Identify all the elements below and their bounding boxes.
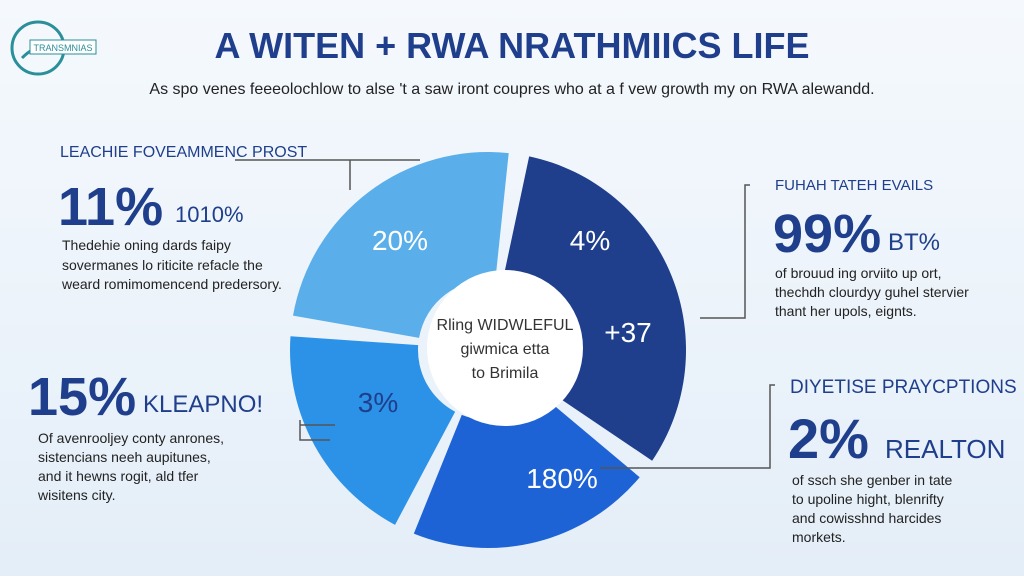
donut-segment	[290, 336, 456, 525]
callout-note: 1010%	[175, 202, 244, 227]
segment-label: +37	[604, 317, 652, 348]
donut-segment	[413, 394, 640, 548]
segment-label: 20%	[372, 225, 428, 256]
callout-heading: DIYETISE PRAYCPTIONS	[790, 377, 1017, 398]
callout-body: morkets.	[792, 529, 846, 545]
callout-stat: 99%	[773, 204, 881, 264]
logo: TRANSMNIAS	[10, 20, 97, 76]
callout-stat: 15%	[28, 367, 136, 427]
callout-body: of brouud ing orviito up ort,	[775, 265, 942, 281]
center-text: giwmica etta	[461, 341, 550, 358]
callout-heading: LEACHIE FOVEAMMENC PROST	[60, 144, 307, 161]
callout-body: Thedehie oning dards faipy	[62, 237, 231, 253]
callout-body: thant her upols, eignts.	[775, 303, 917, 319]
logo-text: TRANSMNIAS	[33, 43, 92, 53]
donut-segment	[502, 156, 686, 461]
callout-body: of ssch she genber in tate	[792, 472, 953, 488]
callout-body: thechdh clourdyy guhel stervier	[775, 284, 969, 300]
callout: 15% KLEAPNO! Of avenrooljey conty anrone…	[28, 367, 263, 503]
callout-body: wisitens city.	[37, 487, 116, 503]
callout-note: BT%	[888, 229, 940, 256]
subtitle: As spo venes feeeolochlow to alse 't a s…	[149, 81, 874, 98]
callout-body: sovermanes lo riticite refacle the	[62, 257, 263, 273]
center-circle	[427, 270, 583, 426]
callout-body: Of avenrooljey conty anrones,	[38, 430, 224, 446]
segment-label: 3%	[358, 387, 398, 418]
callout-note: REALTON	[885, 434, 1005, 464]
callout-stat: 11%	[58, 177, 163, 237]
callout-body: to upoline hight, blenrifty	[792, 491, 944, 507]
segment-label: 180%	[526, 463, 598, 494]
segment-label: 4%	[570, 225, 610, 256]
callout: FUHAH TATEH EVAILS 99% BT% of brouud ing…	[773, 177, 969, 319]
donut-segment	[293, 152, 509, 338]
callout-body: weard romimomencend predersory.	[61, 276, 282, 292]
callout-body: and cowisshnd harcides	[792, 510, 941, 526]
callout-stat: 2%	[788, 407, 869, 470]
callout: DIYETISE PRAYCPTIONS 2% REALTON of ssch …	[788, 377, 1017, 545]
callout-body: sistencians neeh aupitunes,	[38, 449, 211, 465]
connectors	[235, 159, 775, 469]
callout-note: KLEAPNO!	[143, 391, 263, 418]
donut	[290, 152, 686, 548]
title: A WITEN + RWA NRATHMIICS LIFE	[215, 25, 810, 66]
callout-body: and it hewns rogit, ald tfer	[38, 468, 199, 484]
center-text: to Brimila	[472, 365, 539, 382]
callout-heading: FUHAH TATEH EVAILS	[775, 177, 933, 194]
center-text: Rling WIDWLEFUL	[437, 317, 574, 334]
callout: LEACHIE FOVEAMMENC PROST 11% 1010% Thede…	[58, 144, 307, 292]
